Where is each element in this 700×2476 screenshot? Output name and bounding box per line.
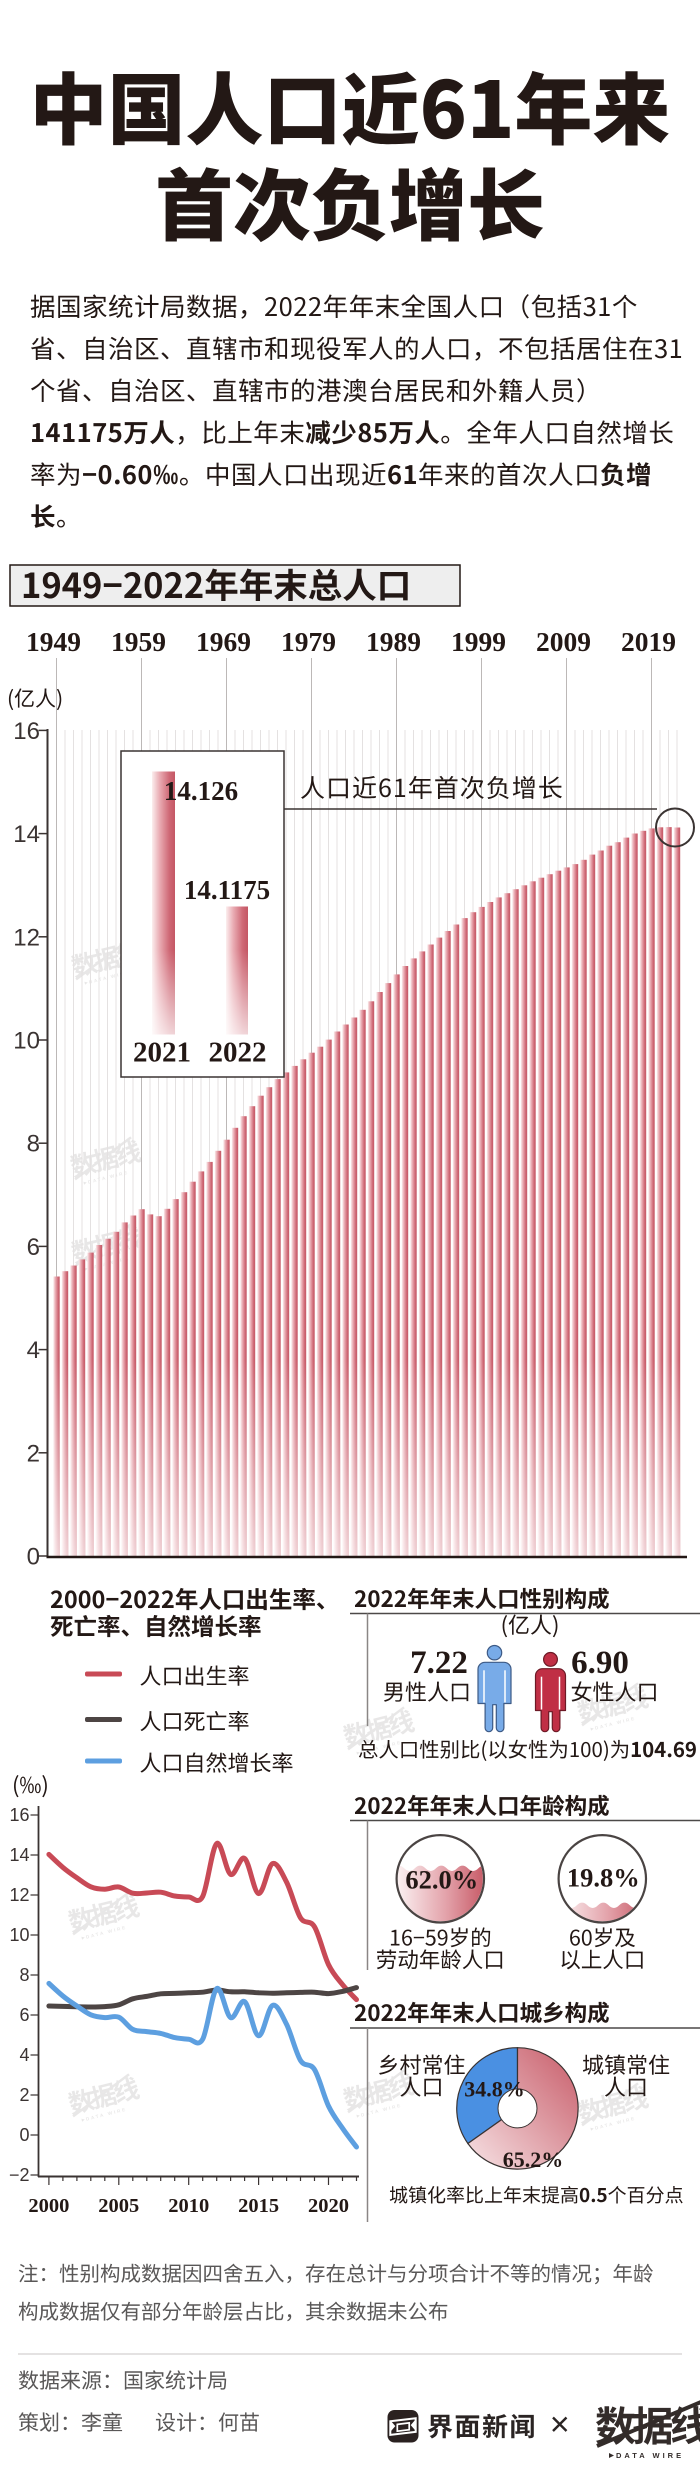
svg-text:4: 4	[19, 2045, 29, 2065]
svg-text:2015: 2015	[238, 2195, 279, 2217]
svg-text:7.22: 7.22	[410, 1645, 468, 1681]
svg-text:14.1175: 14.1175	[184, 875, 270, 905]
svg-text:DATA WIRE: DATA WIRE	[616, 2451, 684, 2460]
svg-text:8: 8	[27, 1131, 40, 1158]
svg-text:2022: 2022	[209, 1037, 267, 1069]
svg-text:65.2%: 65.2%	[503, 2147, 564, 2172]
svg-text:2010: 2010	[168, 2195, 209, 2217]
svg-text:2000: 2000	[28, 2195, 69, 2217]
svg-text:1959: 1959	[111, 626, 166, 657]
svg-text:−2: −2	[9, 2165, 30, 2185]
svg-text:1989: 1989	[366, 626, 421, 657]
svg-text:1999: 1999	[451, 626, 506, 657]
svg-text:14.126: 14.126	[164, 776, 238, 806]
svg-text:16: 16	[13, 718, 40, 745]
svg-text:4: 4	[27, 1337, 40, 1364]
svg-text:2019: 2019	[621, 626, 676, 657]
svg-text:14: 14	[13, 821, 40, 848]
svg-text:34.8%: 34.8%	[464, 2077, 525, 2102]
svg-text:12: 12	[13, 924, 40, 951]
svg-text:2021: 2021	[133, 1037, 191, 1069]
svg-text:8: 8	[19, 1965, 29, 1985]
svg-text:0: 0	[27, 1544, 40, 1571]
svg-text:10: 10	[9, 1925, 29, 1945]
svg-text:10: 10	[13, 1028, 40, 1055]
svg-text:2020: 2020	[308, 2195, 349, 2217]
svg-text:0: 0	[19, 2125, 29, 2145]
svg-text:1969: 1969	[196, 626, 251, 657]
svg-text:12: 12	[9, 1885, 29, 1905]
svg-text:2005: 2005	[98, 2195, 139, 2217]
svg-text:1979: 1979	[281, 626, 336, 657]
svg-text:2009: 2009	[536, 626, 591, 657]
svg-text:1949: 1949	[26, 626, 81, 657]
svg-text:6: 6	[19, 2005, 29, 2025]
svg-text:6.90: 6.90	[571, 1645, 629, 1681]
svg-text:6: 6	[27, 1234, 40, 1261]
svg-text:2: 2	[27, 1440, 40, 1467]
svg-text:19.8%: 19.8%	[567, 1863, 640, 1893]
svg-text:62.0%: 62.0%	[405, 1865, 478, 1895]
svg-text:16: 16	[9, 1805, 29, 1825]
svg-text:14: 14	[9, 1845, 29, 1865]
svg-text:2: 2	[19, 2085, 29, 2105]
